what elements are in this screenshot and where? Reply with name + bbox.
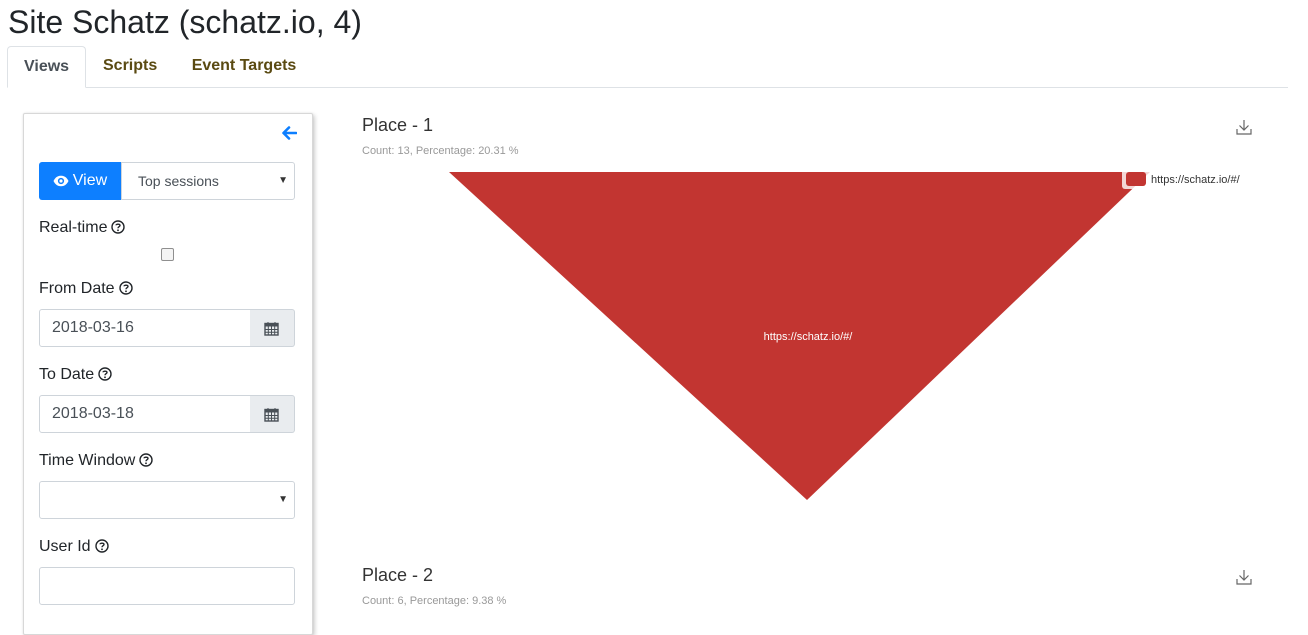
- chevron-down-icon: ▼: [278, 494, 288, 505]
- chevron-down-icon: ▼: [278, 175, 288, 186]
- view-button-label: View: [72, 172, 108, 189]
- eye-icon: [53, 175, 69, 187]
- calendar-icon: [264, 322, 279, 336]
- time-window-label: Time Window: [39, 451, 154, 471]
- user-id-input[interactable]: [39, 567, 295, 605]
- arrow-left-icon[interactable]: [281, 125, 297, 141]
- download-icon[interactable]: [1236, 119, 1252, 135]
- tab-event-targets[interactable]: Event Targets: [191, 57, 297, 74]
- question-circle-icon: [111, 220, 126, 234]
- question-circle-icon: [98, 367, 112, 381]
- time-window-select[interactable]: ▼: [39, 481, 295, 519]
- filter-sidebar: View Top sessions ▼ Real-time From Date …: [23, 113, 313, 635]
- question-circle-icon: [139, 453, 154, 467]
- from-date-input[interactable]: 2018-03-16: [39, 309, 251, 347]
- download-icon[interactable]: [1236, 569, 1252, 585]
- from-date-calendar-button[interactable]: [250, 309, 295, 347]
- user-id-label: User Id: [39, 537, 109, 557]
- funnel-chart: https://schatz.io/#/ https://schatz.io/#…: [449, 172, 1241, 500]
- to-date-input[interactable]: 2018-03-18: [39, 395, 251, 433]
- calendar-icon: [264, 408, 279, 422]
- view-button[interactable]: View: [39, 162, 121, 200]
- tab-bar: Views Scripts Event Targets: [7, 46, 1288, 88]
- question-circle-icon: [118, 281, 133, 295]
- legend-item-label[interactable]: https://schatz.io/#/: [1151, 174, 1241, 186]
- chart-subtitle: Count: 6, Percentage: 9.38 %: [362, 595, 507, 607]
- from-date-label: From Date: [39, 279, 133, 299]
- to-date-calendar-button[interactable]: [250, 395, 295, 433]
- page-title: Site Schatz (schatz.io, 4): [8, 4, 362, 40]
- realtime-label: Real-time: [39, 218, 126, 238]
- legend-swatch[interactable]: [1126, 172, 1146, 186]
- view-type-select[interactable]: Top sessions ▼: [121, 162, 295, 200]
- view-type-select-value: Top sessions: [138, 173, 219, 189]
- chart-title: Place - 1: [362, 115, 434, 135]
- realtime-checkbox[interactable]: [161, 248, 174, 261]
- chart-subtitle: Count: 13, Percentage: 20.31 %: [362, 145, 519, 157]
- tab-views[interactable]: Views: [7, 46, 86, 88]
- question-circle-icon: [94, 539, 109, 553]
- chart-title: Place - 2: [362, 565, 434, 585]
- funnel-slice[interactable]: [449, 172, 1150, 500]
- funnel-slice-label: https://schatz.io/#/: [764, 331, 854, 343]
- tab-scripts[interactable]: Scripts: [103, 57, 158, 74]
- to-date-label: To Date: [39, 365, 112, 385]
